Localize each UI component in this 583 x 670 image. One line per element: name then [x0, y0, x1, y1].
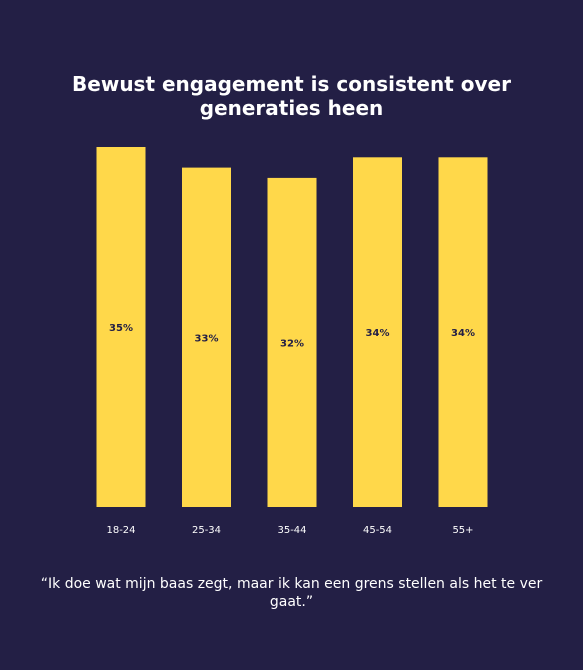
bars-group [96, 147, 488, 508]
x-tick-label: 25-34 [192, 525, 221, 536]
x-tick-label: 18-24 [106, 525, 135, 536]
value-labels-group: 35% 33% 32% 34% 34% [109, 323, 475, 349]
bar-value-label: 33% [195, 333, 219, 344]
x-tick-label: 55+ [452, 525, 473, 536]
bar-35-44 [267, 177, 317, 507]
bar-55+ [438, 157, 488, 508]
bar-value-label: 34% [451, 328, 475, 339]
bar-value-label: 32% [280, 338, 304, 349]
bar-value-label: 34% [366, 328, 390, 339]
bar-45-54 [353, 157, 402, 508]
x-tick-label: 45-54 [363, 525, 392, 536]
bar-chart: 35% 33% 32% 34% 34% 18-24 25-34 35-44 45-54 55+ [96, 147, 488, 536]
x-tick-label: 35-44 [277, 525, 306, 536]
bar-value-label: 35% [109, 323, 133, 334]
x-axis-ticks: 18-24 25-34 35-44 45-54 55+ [106, 525, 473, 536]
bar-25-34 [182, 167, 231, 507]
bar-18-24 [96, 147, 146, 507]
quote-text: “Ik doe wat mijn baas zegt, maar ik kan … [40, 576, 543, 610]
chart-title: Bewust engagement is consistent over gen… [72, 72, 511, 120]
